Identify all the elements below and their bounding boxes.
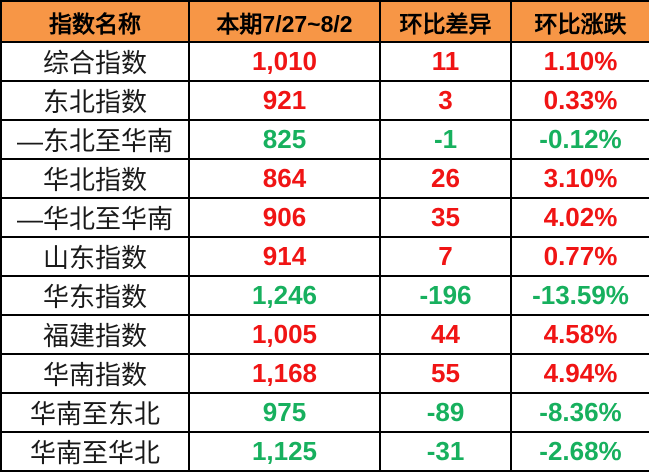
pct-change-cell: -13.59% — [510, 275, 649, 316]
pct-change-cell: -0.12% — [510, 119, 649, 160]
index-name-cell: 综合指数 — [0, 41, 190, 82]
pct-change-cell: -8.36% — [510, 392, 649, 433]
current-value-cell: 825 — [188, 119, 381, 160]
current-value-cell: 1,246 — [188, 275, 381, 316]
table-row: —东北至华南 825 -1 -0.12% — [0, 119, 649, 160]
index-name-cell: 华东指数 — [0, 275, 190, 316]
current-value-cell: 1,168 — [188, 353, 381, 394]
table-row: 东北指数 921 3 0.33% — [0, 80, 649, 121]
index-name-cell: 华南至华北 — [0, 431, 190, 472]
pct-change-cell: 3.10% — [510, 158, 649, 199]
index-name-cell: 华南至东北 — [0, 392, 190, 433]
table-row: 福建指数 1,005 44 4.58% — [0, 314, 649, 355]
diff-value-cell: 7 — [379, 236, 512, 277]
diff-value-cell: 11 — [379, 41, 512, 82]
diff-value-cell: -31 — [379, 431, 512, 472]
pct-change-cell: 1.10% — [510, 41, 649, 82]
col-header-current-period: 本期7/27~8/2 — [188, 0, 381, 43]
index-name-cell: 东北指数 — [0, 80, 190, 121]
diff-value-cell: 3 — [379, 80, 512, 121]
current-value-cell: 975 — [188, 392, 381, 433]
pct-change-cell: 4.02% — [510, 197, 649, 238]
col-header-diff: 环比差异 — [379, 0, 512, 43]
pct-change-cell: 4.94% — [510, 353, 649, 394]
current-value-cell: 1,005 — [188, 314, 381, 355]
table-row: —华北至华南 906 35 4.02% — [0, 197, 649, 238]
pct-change-cell: 4.58% — [510, 314, 649, 355]
table-row: 华南至东北 975 -89 -8.36% — [0, 392, 649, 433]
diff-value-cell: -196 — [379, 275, 512, 316]
current-value-cell: 906 — [188, 197, 381, 238]
table-row: 综合指数 1,010 11 1.10% — [0, 41, 649, 82]
diff-value-cell: -89 — [379, 392, 512, 433]
current-value-cell: 1,010 — [188, 41, 381, 82]
current-value-cell: 1,125 — [188, 431, 381, 472]
index-name-cell: —东北至华南 — [0, 119, 190, 160]
col-header-index-name: 指数名称 — [0, 0, 190, 43]
pct-change-cell: 0.77% — [510, 236, 649, 277]
table-body: 综合指数 1,010 11 1.10% 东北指数 921 3 0.33% —东北… — [0, 41, 649, 472]
pct-change-cell: -2.68% — [510, 431, 649, 472]
index-name-cell: 华北指数 — [0, 158, 190, 199]
index-name-cell: —华北至华南 — [0, 197, 190, 238]
index-name-cell: 福建指数 — [0, 314, 190, 355]
current-value-cell: 914 — [188, 236, 381, 277]
table-row: 山东指数 914 7 0.77% — [0, 236, 649, 277]
table-row: 华南指数 1,168 55 4.94% — [0, 353, 649, 394]
index-name-cell: 山东指数 — [0, 236, 190, 277]
table-row: 华东指数 1,246 -196 -13.59% — [0, 275, 649, 316]
diff-value-cell: 35 — [379, 197, 512, 238]
current-value-cell: 864 — [188, 158, 381, 199]
current-value-cell: 921 — [188, 80, 381, 121]
col-header-pct-change: 环比涨跌 — [510, 0, 649, 43]
diff-value-cell: 44 — [379, 314, 512, 355]
header-row: 指数名称 本期7/27~8/2 环比差异 环比涨跌 — [0, 0, 649, 43]
diff-value-cell: 55 — [379, 353, 512, 394]
index-name-cell: 华南指数 — [0, 353, 190, 394]
table-row: 华北指数 864 26 3.10% — [0, 158, 649, 199]
table-row: 华南至华北 1,125 -31 -2.68% — [0, 431, 649, 472]
table-header: 指数名称 本期7/27~8/2 环比差异 环比涨跌 — [0, 0, 649, 43]
diff-value-cell: -1 — [379, 119, 512, 160]
diff-value-cell: 26 — [379, 158, 512, 199]
pct-change-cell: 0.33% — [510, 80, 649, 121]
